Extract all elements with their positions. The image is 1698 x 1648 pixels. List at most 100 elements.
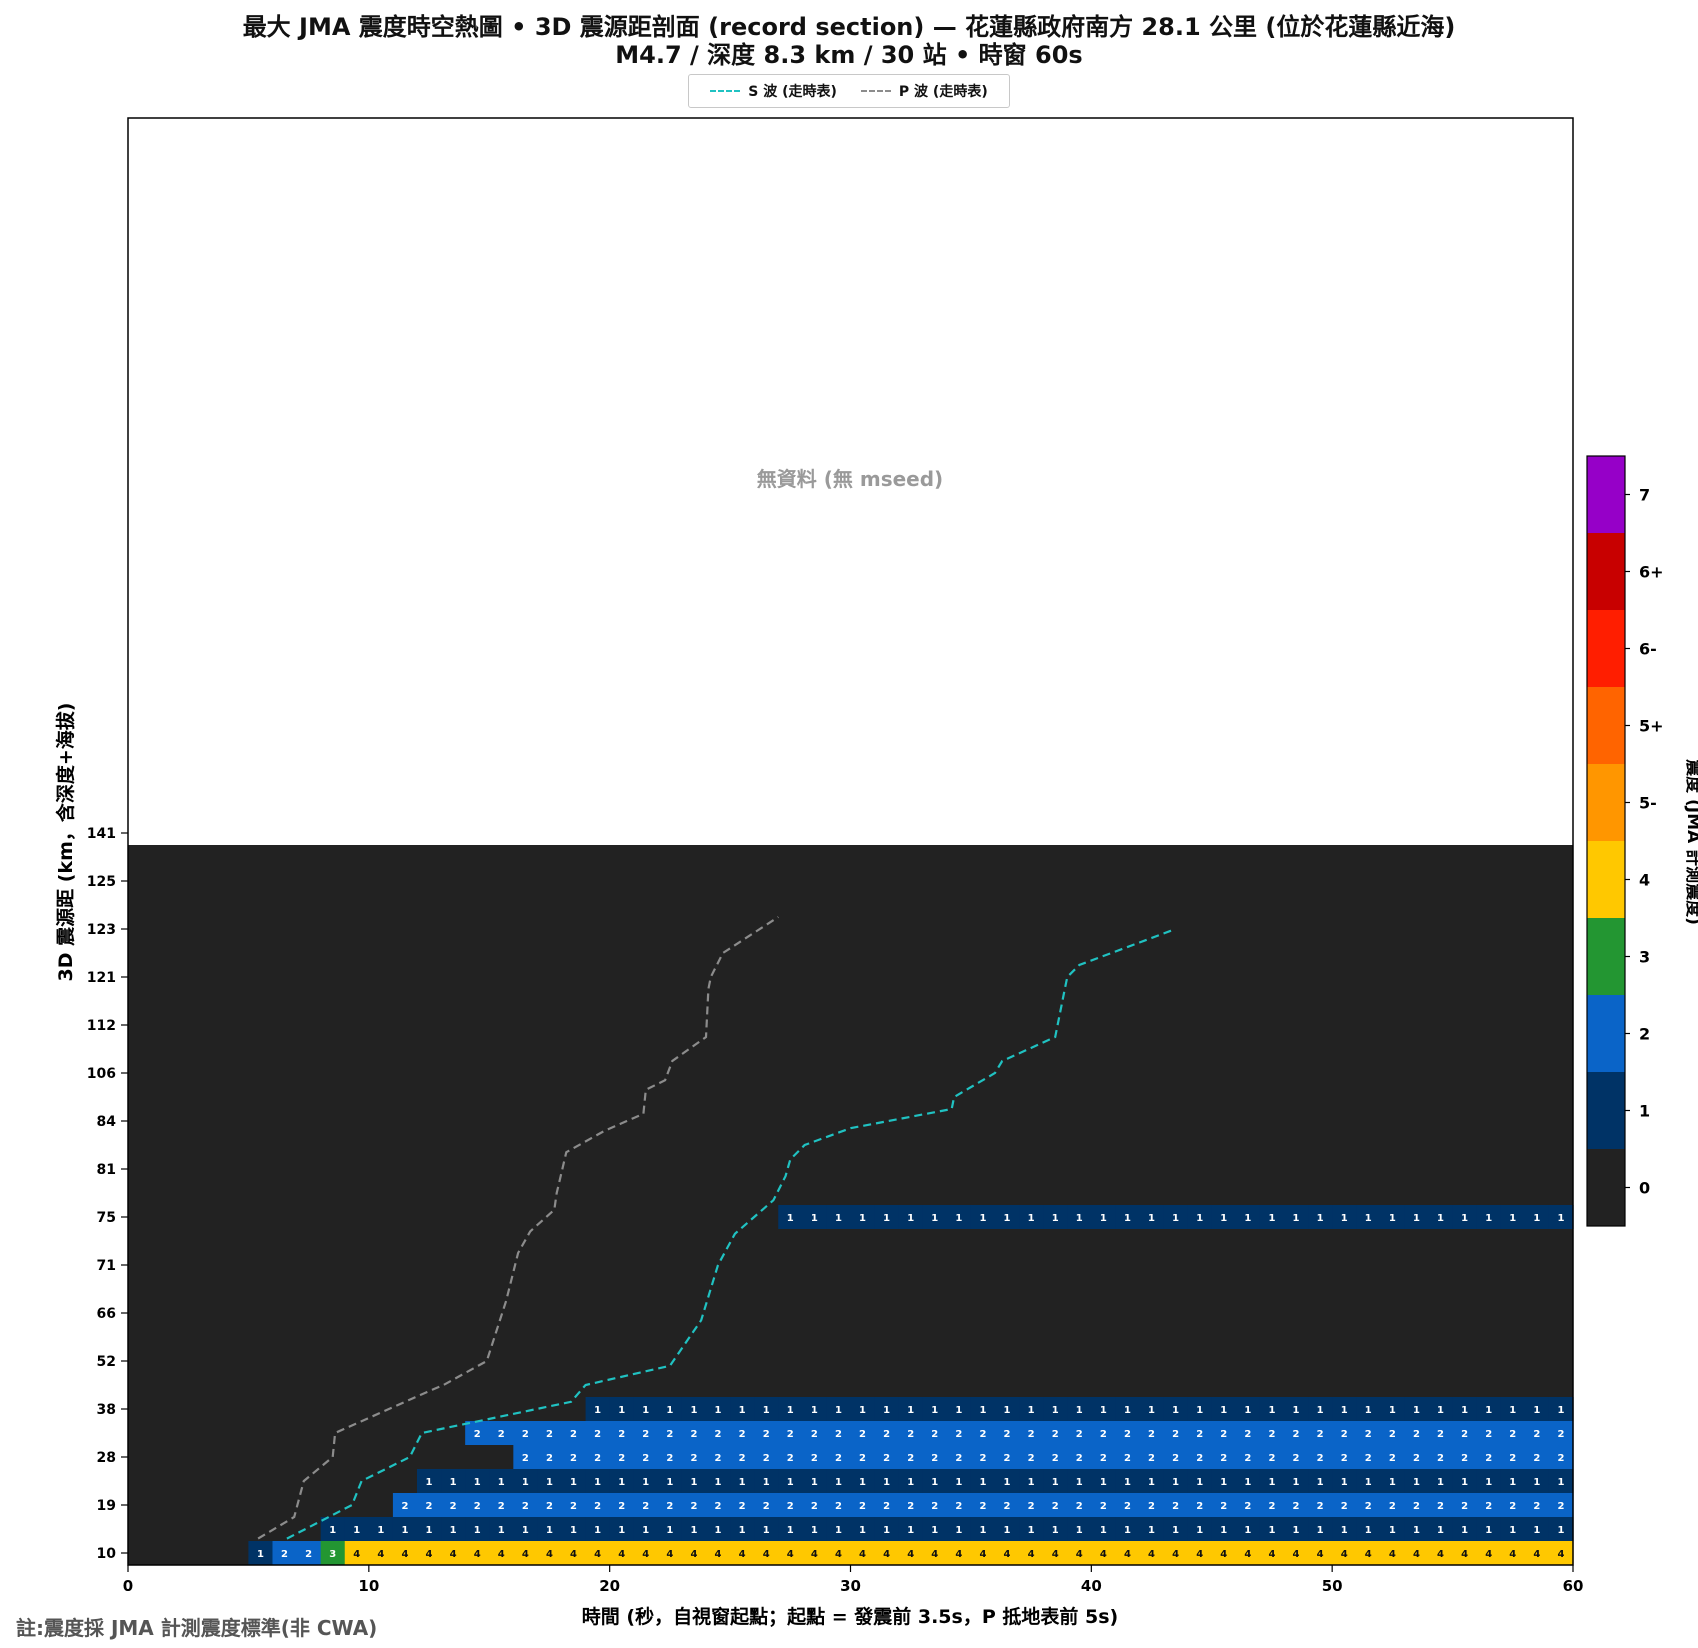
cell-value-label: 1 [618,1477,625,1488]
cell-value-label: 1 [1196,1405,1203,1416]
cell-value-label: 2 [1437,1453,1444,1464]
heat-cell [1019,1541,1044,1565]
heat-cell [898,1421,924,1445]
heat-cell [1091,1541,1117,1565]
p-wave-line [257,916,779,1540]
heat-cell [1404,1493,1430,1517]
cell-value-label: 1 [1196,1477,1203,1488]
heat-cell [1452,1397,1478,1421]
heat-cell [465,1493,490,1517]
p-wave-swatch [860,90,891,92]
heat-cell [1115,1397,1141,1421]
heat-cell [1115,1541,1141,1565]
cell-value-label: 4 [907,1549,914,1560]
cell-value-label: 2 [1557,1453,1564,1464]
heat-cell [1043,1469,1068,1493]
y-tick-label: 123 [87,922,116,938]
footnote: 註:震度採 JMA 計測震度標準(非 CWA) [16,1616,378,1640]
cell-value-label: 1 [1268,1213,1275,1224]
cell-value-label: 4 [835,1549,842,1560]
cell-value-label: 1 [594,1525,601,1536]
cell-value-label: 1 [739,1477,746,1488]
cell-value-label: 4 [979,1549,986,1560]
cell-value-label: 2 [1461,1501,1468,1512]
colorbar-tick-label: 6+ [1639,563,1664,582]
cell-value-label: 1 [426,1477,433,1488]
cell-value-label: 2 [1389,1453,1396,1464]
cell-value-label: 1 [955,1213,962,1224]
heat-cell [1428,1397,1454,1421]
heat-cell [585,1517,611,1541]
cell-value-label: 1 [931,1477,938,1488]
heat-cell [1548,1205,1574,1229]
cell-value-label: 1 [1389,1525,1396,1536]
cell-value-label: 1 [835,1213,842,1224]
cell-value-label: 2 [835,1501,842,1512]
heat-cell [1548,1517,1574,1541]
heat-cell [706,1397,731,1421]
cell-value-label: 1 [739,1525,746,1536]
heat-cell [1115,1517,1141,1541]
heat-cell [248,1541,274,1565]
y-tick-label: 75 [97,1210,116,1226]
heat-cell [1067,1517,1092,1541]
heat-cell [344,1541,370,1565]
heat-cell [1428,1205,1454,1229]
heat-cell [1476,1469,1502,1493]
cell-value-label: 2 [1172,1501,1179,1512]
heat-cell [1091,1421,1117,1445]
cell-value-label: 2 [1196,1429,1203,1440]
cell-value-label: 1 [690,1525,697,1536]
heat-cell [802,1517,828,1541]
heat-cell [1187,1445,1213,1469]
cell-value-label: 1 [1341,1405,1348,1416]
cell-value-label: 1 [1509,1477,1516,1488]
heat-cell [609,1397,635,1421]
heat-cell [826,1493,852,1517]
cell-value-label: 2 [1293,1453,1300,1464]
heat-cell [1235,1445,1261,1469]
cell-value-label: 1 [1533,1477,1540,1488]
heat-cell [1356,1517,1381,1541]
cell-value-label: 2 [1268,1453,1275,1464]
heat-cell [1452,1493,1478,1517]
heat-cell [344,1517,370,1541]
heat-cell [778,1397,803,1421]
colorbar-tick-label: 4 [1639,871,1650,890]
heat-cell [633,1397,659,1421]
cell-value-label: 2 [1076,1501,1083,1512]
cell-value-label: 1 [1413,1477,1420,1488]
cell-value-label: 1 [1293,1525,1300,1536]
cell-value-label: 1 [1485,1525,1492,1536]
heat-cell [1284,1469,1309,1493]
heat-cell [1067,1541,1092,1565]
heat-cell [1428,1445,1454,1469]
heat-cell [1428,1493,1454,1517]
cell-value-label: 1 [907,1213,914,1224]
cell-value-label: 4 [787,1549,794,1560]
heat-cell [489,1421,514,1445]
cell-value-label: 2 [907,1453,914,1464]
cell-value-label: 2 [690,1453,697,1464]
heat-cell [1356,1421,1381,1445]
heat-cell [802,1421,828,1445]
heat-cell [754,1397,779,1421]
heat-cell [1404,1469,1430,1493]
heat-cell [1524,1421,1550,1445]
heat-cell [1380,1445,1406,1469]
heat-cell [609,1541,635,1565]
cell-value-label: 2 [1124,1501,1131,1512]
heat-cell [681,1541,707,1565]
heat-cell [1091,1445,1117,1469]
chart-subtitle: M4.7 / 深度 8.3 km / 30 站 • 時窗 60s [615,41,1083,69]
cell-value-label: 2 [1461,1453,1468,1464]
cell-value-label: 2 [690,1429,697,1440]
cell-value-label: 1 [1244,1213,1251,1224]
heat-cell [850,1517,876,1541]
cell-value-label: 1 [787,1525,794,1536]
cell-value-label: 2 [739,1429,746,1440]
cell-value-label: 1 [1220,1477,1227,1488]
heat-cell [946,1541,972,1565]
heat-cell [1476,1445,1502,1469]
heat-cell [1524,1397,1550,1421]
